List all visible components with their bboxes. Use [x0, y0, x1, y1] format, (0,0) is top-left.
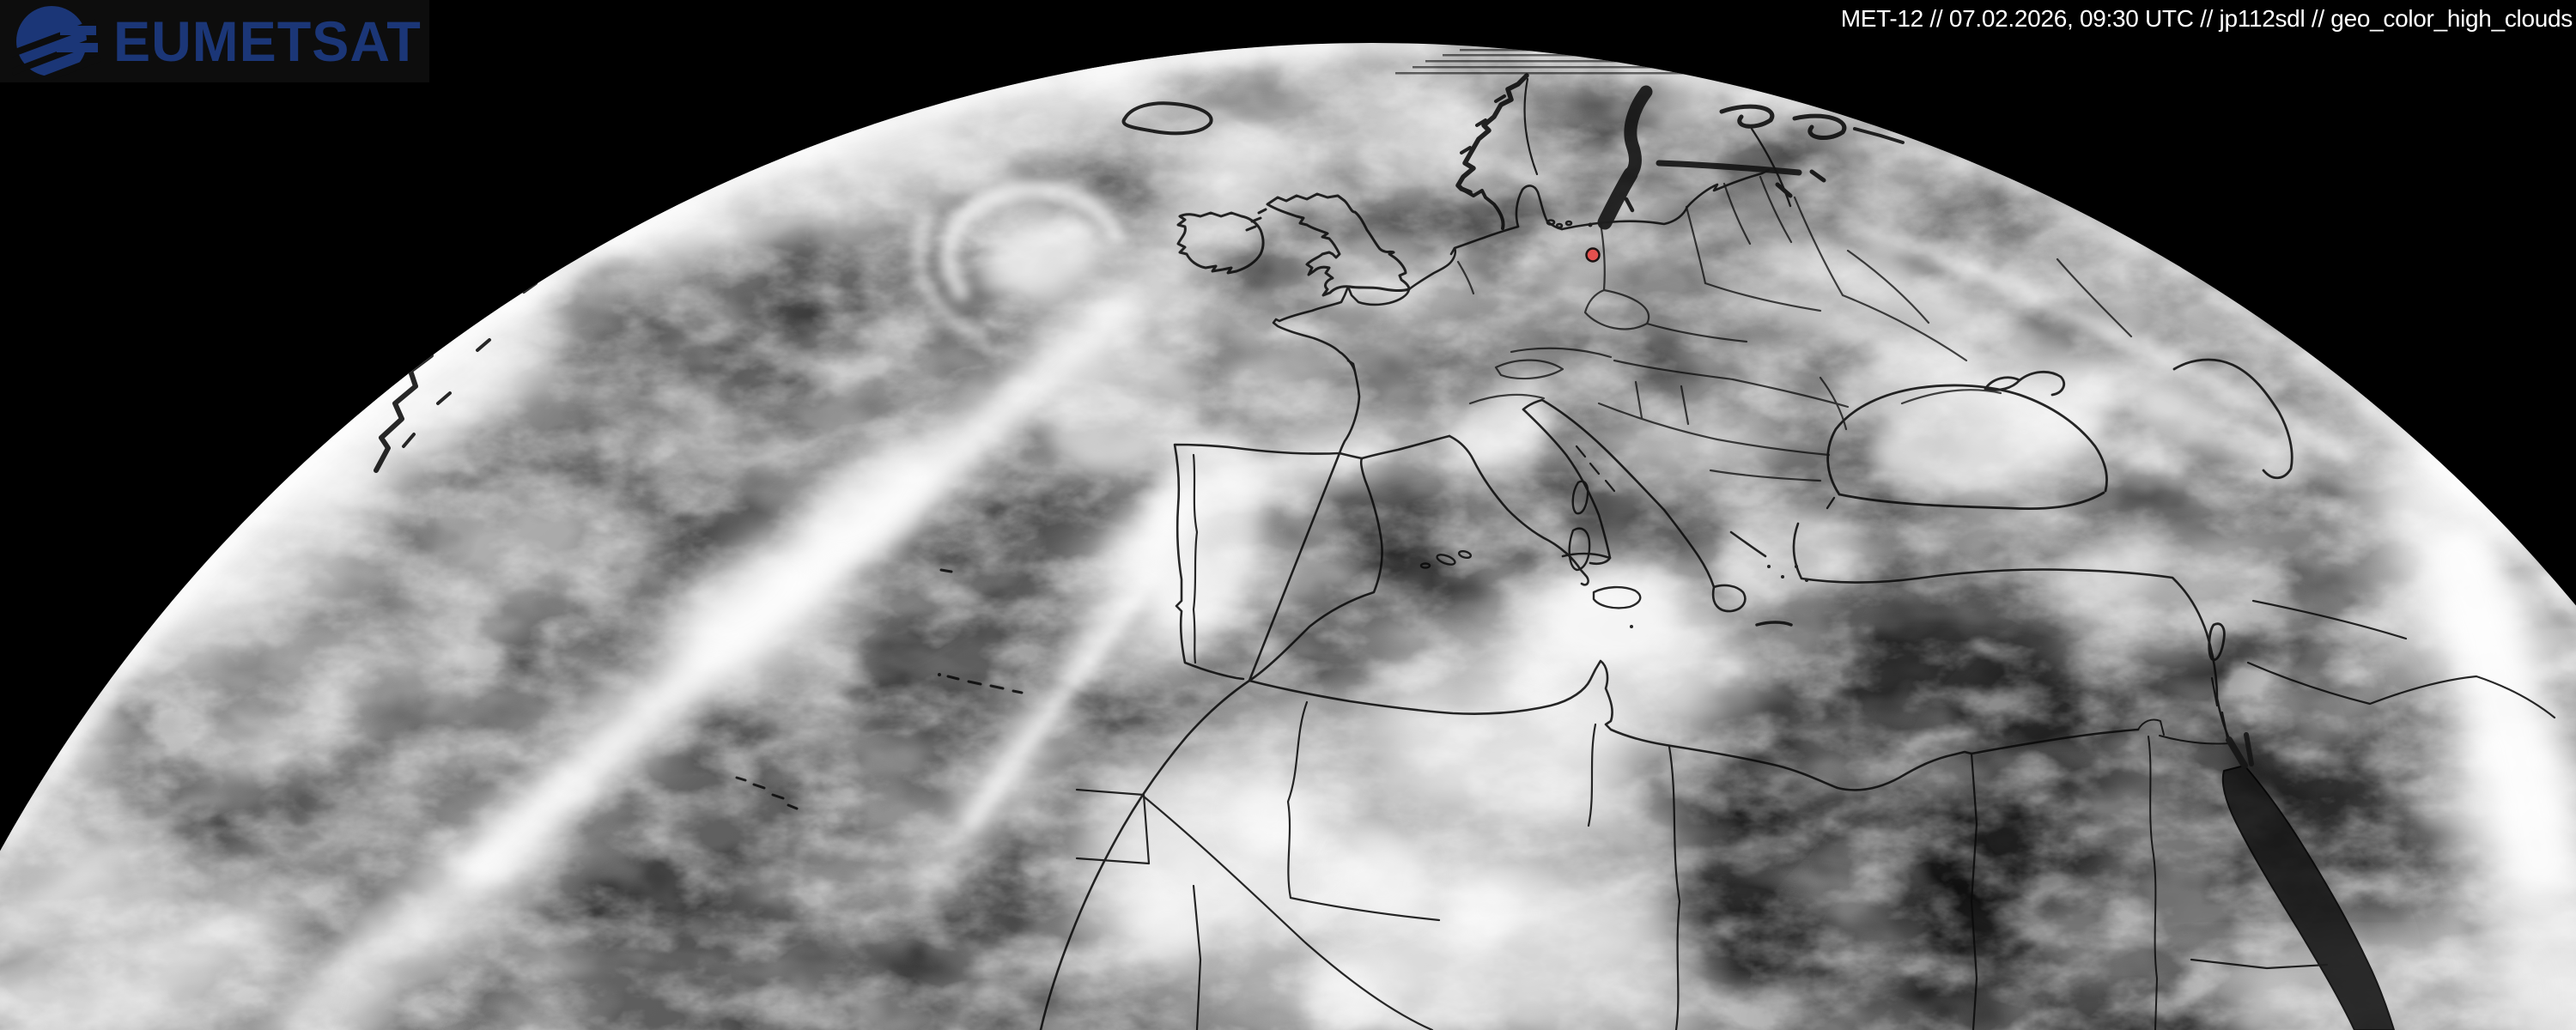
atlantic-islands	[735, 568, 1024, 810]
north-africa-coast	[1248, 659, 2140, 791]
scandinavia	[1455, 73, 1802, 230]
image-caption: MET-12 // 07.02.2026, 09:30 UTC // jp112…	[1840, 5, 2573, 32]
north-sea-coast	[1407, 225, 1520, 291]
black-sea-caspian	[1826, 358, 2293, 511]
europe-border-mesh	[1456, 175, 2133, 482]
ireland-coast	[1176, 211, 1265, 275]
great-britain-coast	[1266, 192, 1411, 297]
eumetsat-wordmark: EUMETSAT	[113, 9, 422, 73]
eumetsat-logo: EUMETSAT	[0, 0, 429, 82]
turkey-levant	[1792, 522, 2233, 745]
iceland-coast	[1121, 101, 1213, 136]
iberia	[1173, 443, 1383, 682]
africa-inland-borders	[1075, 700, 2329, 1030]
red-sea	[2221, 732, 2395, 1030]
atlantic-africa-coast	[1039, 679, 1251, 1030]
location-marker	[1585, 247, 1601, 263]
border-overlay	[374, 73, 2556, 1030]
baltic-coasts	[1515, 168, 1771, 231]
eumetsat-globe-icon	[12, 6, 101, 81]
nile	[2137, 718, 2232, 1030]
nw-russia	[1719, 104, 1905, 208]
france-coast	[1272, 285, 1451, 460]
italy-adriatic	[1419, 398, 1666, 628]
greece-aegean	[1662, 508, 1808, 627]
